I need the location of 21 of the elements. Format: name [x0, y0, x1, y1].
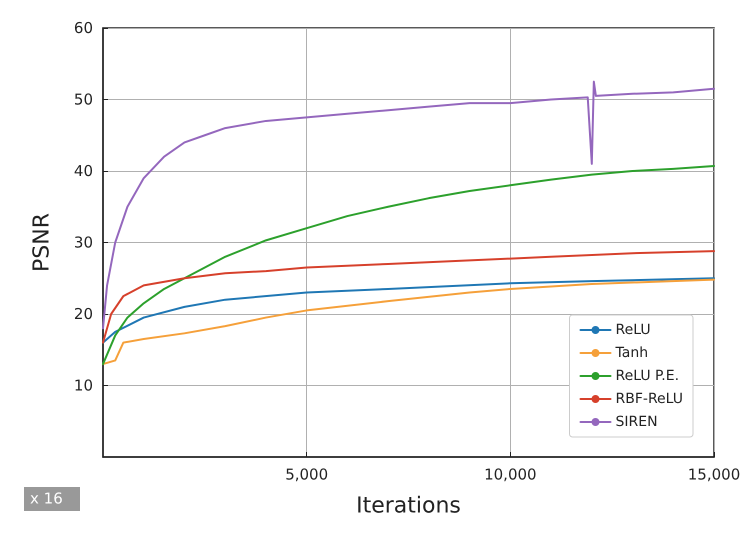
legend-label: Tanh — [614, 345, 648, 361]
line-series — [102, 164, 715, 366]
y-tick-label: 60 — [74, 19, 93, 37]
y-tick-label: 20 — [74, 305, 93, 323]
x-tick-label: 5,000 — [285, 466, 328, 484]
legend-label: ReLU — [616, 322, 651, 338]
y-tick-label: 50 — [74, 90, 93, 108]
line-series — [102, 250, 715, 344]
y-tick-label: 30 — [74, 234, 93, 252]
text: x 16 — [30, 490, 63, 508]
legend-label: RBF-ReLU — [616, 391, 683, 407]
legend-label: SIREN — [616, 414, 658, 430]
y-tick-label: 40 — [74, 162, 93, 180]
line-series — [102, 278, 715, 366]
line-series — [102, 277, 715, 344]
y-tick-label: 10 — [74, 376, 93, 394]
x-tick-label: 10,000 — [484, 466, 537, 484]
legend-label: ReLU P.E. — [616, 368, 680, 384]
x-axis-title: Iterations — [356, 494, 461, 518]
y-axis-title: PSNR — [30, 213, 54, 272]
x-tick-label: 15,000 — [688, 466, 740, 484]
